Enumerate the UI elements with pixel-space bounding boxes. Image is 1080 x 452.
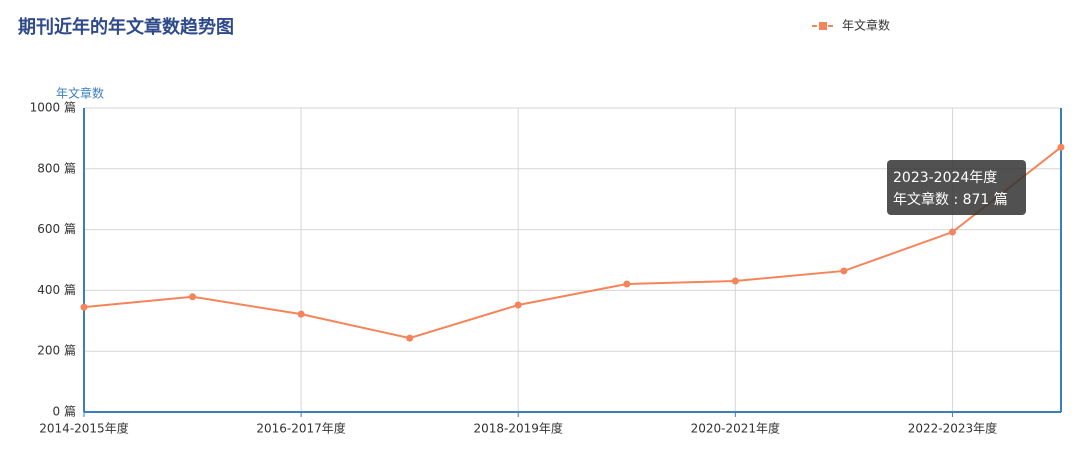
point — [514, 301, 522, 309]
point — [731, 277, 739, 285]
legend-marker — [819, 22, 827, 30]
tooltip-text: 年文章数 : 871 篇 — [893, 191, 1008, 208]
point — [80, 303, 88, 311]
x-tick-label: 2014-2015年度 — [39, 421, 128, 436]
tooltip-title: 2023-2024年度 — [893, 170, 997, 186]
point — [948, 228, 956, 236]
chart-title: 期刊近年的年文章数趋势图 — [18, 16, 234, 38]
y-tick-label: 200 篇 — [37, 343, 76, 358]
point — [297, 310, 305, 318]
y-axis-label: 年文章数 — [56, 86, 104, 101]
point — [406, 334, 414, 342]
y-tick-label: 600 篇 — [37, 221, 76, 236]
x-tick-label: 2022-2023年度 — [908, 421, 997, 436]
tooltip-box — [887, 160, 1026, 215]
x-tick-label: 2018-2019年度 — [474, 421, 563, 436]
y-tick-label: 0 篇 — [53, 404, 76, 419]
series-line — [83, 146, 1062, 340]
x-tick-label: 2020-2021年度 — [691, 421, 780, 436]
point — [189, 293, 197, 301]
x-tick-label: 2016-2017年度 — [256, 421, 345, 436]
y-tick-label: 800 篇 — [37, 160, 76, 175]
y-tick-label: 400 篇 — [37, 282, 76, 297]
y-tick-label: 1000 篇 — [30, 100, 76, 115]
point — [623, 280, 631, 288]
point — [1057, 143, 1065, 151]
point — [840, 267, 848, 275]
legend-label: 年文章数 — [842, 18, 890, 33]
